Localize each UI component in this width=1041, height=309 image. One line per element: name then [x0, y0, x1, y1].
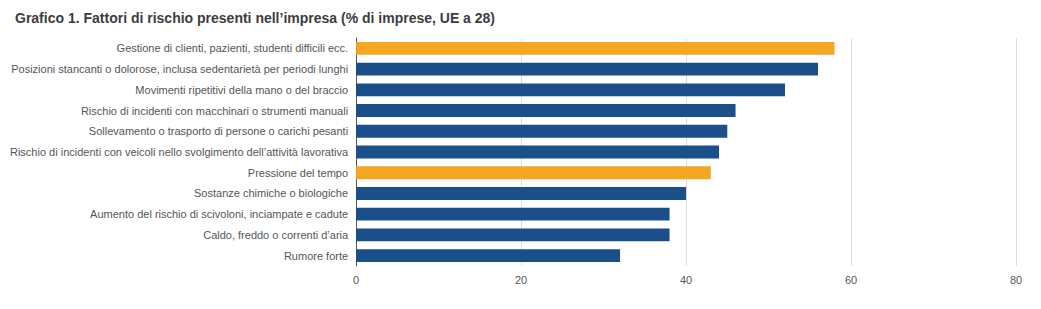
svg-text:Rischio di incidenti con macch: Rischio di incidenti con macchinari o st… [81, 105, 348, 117]
svg-text:Movimenti ripetitivi della man: Movimenti ripetitivi della mano o del br… [135, 84, 348, 96]
svg-text:Pressione del tempo: Pressione del tempo [248, 167, 348, 179]
svg-text:80: 80 [1010, 274, 1022, 286]
svg-text:Rumore forte: Rumore forte [284, 250, 348, 262]
svg-text:Caldo, freddo o correnti d’ari: Caldo, freddo o correnti d’aria [203, 229, 349, 241]
svg-text:60: 60 [845, 274, 857, 286]
svg-text:Sostanze chimiche o biologiche: Sostanze chimiche o biologiche [194, 187, 348, 199]
svg-text:Rischio di incidenti con veico: Rischio di incidenti con veicoli nello s… [10, 146, 349, 158]
svg-text:Aumento del rischio di scivolo: Aumento del rischio di scivoloni, inciam… [90, 208, 348, 220]
svg-text:Gestione di clienti, pazienti,: Gestione di clienti, pazienti, studenti … [117, 42, 349, 54]
svg-text:0: 0 [353, 274, 359, 286]
svg-text:Sollevamento o trasporto di pe: Sollevamento o trasporto di persone o ca… [89, 125, 348, 137]
svg-text:40: 40 [680, 274, 692, 286]
svg-text:Posizioni stancanti o dolorose: Posizioni stancanti o dolorose, inclusa … [11, 63, 348, 75]
svg-text:20: 20 [515, 274, 527, 286]
svg-text:Grafico 1. Fattori di rischio: Grafico 1. Fattori di rischio presenti n… [15, 10, 495, 26]
